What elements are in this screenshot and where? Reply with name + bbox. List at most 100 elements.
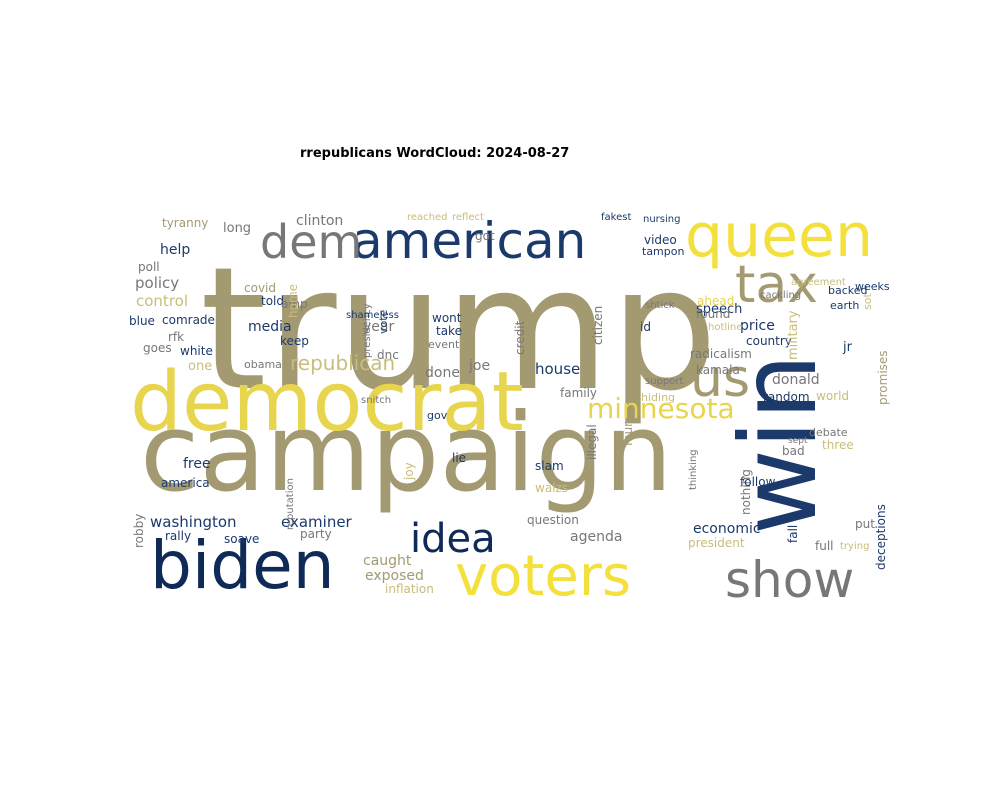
word-ahead: ahead xyxy=(697,294,734,308)
word-done: done xyxy=(425,365,460,381)
word-cackling: cackling xyxy=(760,290,801,301)
word-bad: bad xyxy=(782,444,805,458)
word-jr: jr xyxy=(842,340,853,355)
word-sept: sept xyxy=(788,436,808,446)
word-agenda: agenda xyxy=(570,529,622,545)
word-rally: rally xyxy=(165,529,191,543)
word-campaign: campaign xyxy=(140,391,673,516)
word-america: america xyxy=(161,476,210,490)
word-joy: joy xyxy=(402,462,416,481)
word-soave: soave xyxy=(224,532,259,546)
word-biden: biden xyxy=(150,527,335,604)
word-american: american xyxy=(352,212,586,270)
word-donald: donald xyxy=(772,372,820,388)
word-help: help xyxy=(160,242,190,258)
word-id: id xyxy=(640,320,651,334)
word-random: random xyxy=(763,390,810,404)
word-earth: earth xyxy=(830,299,859,312)
word-tyranny: tyranny xyxy=(162,216,208,230)
word-republican: republican xyxy=(290,351,395,375)
word-exposed: exposed xyxy=(365,568,424,584)
word-four: four xyxy=(621,422,635,446)
word-family: family xyxy=(560,386,597,400)
word-obama: obama xyxy=(244,358,282,371)
word-hiding: hiding xyxy=(641,391,675,404)
word-backed: backed xyxy=(828,284,868,297)
word-weeks: weeks xyxy=(855,280,890,293)
word-nothing: nothing xyxy=(739,469,753,515)
word-dnc: dnc xyxy=(377,348,399,362)
word-presidency: presidency xyxy=(362,303,373,358)
word-follow: follow xyxy=(740,475,776,489)
word-win: win xyxy=(718,353,840,535)
word-trump: trump xyxy=(200,231,718,429)
word-minnesota: minnesota xyxy=(587,392,735,425)
word-found: found xyxy=(696,307,730,321)
word-free: free xyxy=(183,456,211,472)
word-one: one xyxy=(188,359,212,374)
word-voters: voters xyxy=(455,544,631,609)
word-control: control xyxy=(136,292,188,310)
word-poll: poll xyxy=(138,260,160,274)
word-examiner: examiner xyxy=(281,513,353,531)
word-walzs: walzs xyxy=(535,481,568,495)
word-amp: amp xyxy=(281,297,308,311)
word-full: full xyxy=(815,539,834,553)
word-democrat: democrat xyxy=(130,355,524,450)
word-tax: tax xyxy=(735,255,818,315)
word-goes: goes xyxy=(143,341,172,355)
word-idea: idea xyxy=(410,516,496,562)
word-put: put xyxy=(855,517,875,531)
word-comrade: comrade xyxy=(162,313,215,327)
word-shtick: shtick xyxy=(645,300,675,311)
word-party: party xyxy=(300,527,332,541)
word-tampon: tampon xyxy=(642,245,684,258)
word-joe: joe xyxy=(468,358,490,374)
word-trying: trying xyxy=(840,541,869,552)
word-caught: caught xyxy=(363,553,412,569)
word-president: president xyxy=(688,536,745,550)
word-sot: sot xyxy=(861,293,874,310)
word-question: question xyxy=(527,513,579,527)
word-lie: lie xyxy=(452,451,466,465)
word-rfk: rfk xyxy=(168,330,184,344)
word-radicalism: radicalism xyxy=(690,347,752,361)
word-reached: reached xyxy=(407,212,448,223)
word-show: show xyxy=(725,551,854,609)
word-country: country xyxy=(746,334,792,348)
word-keep: keep xyxy=(280,334,309,348)
word-home: home xyxy=(286,284,300,318)
word-video: video xyxy=(644,233,677,247)
word-economic: economic xyxy=(693,521,761,537)
word-fakest: fakest xyxy=(601,212,631,223)
word-wont: wont xyxy=(432,311,462,325)
word-military: military xyxy=(786,310,801,360)
word-nursing: nursing xyxy=(643,214,680,225)
word-policy: policy xyxy=(135,274,179,292)
word-promises: promises xyxy=(876,350,890,405)
word-white: white xyxy=(180,344,213,358)
word-price: price xyxy=(740,318,775,334)
word-robby: robby xyxy=(132,514,146,548)
word-dem: dem xyxy=(260,215,362,269)
word-reputation: reputation xyxy=(285,478,296,530)
word-covid: covid xyxy=(244,281,276,295)
word-speech: speech xyxy=(696,302,742,317)
word-gov: gov xyxy=(427,409,448,422)
word-kamala: kamala xyxy=(696,363,740,377)
word-illegal: illegal xyxy=(585,424,599,460)
word-citizen: citizen xyxy=(591,306,605,345)
word-blue: blue xyxy=(129,314,155,328)
chart-title: rrepublicans WordCloud: 2024-08-27 xyxy=(300,146,570,161)
word-long: long xyxy=(223,221,251,236)
word-washington: washington xyxy=(150,513,237,531)
word-queen: queen xyxy=(685,201,873,271)
word-clinton: clinton xyxy=(296,213,343,229)
word-media: media xyxy=(248,319,292,335)
word-us: us xyxy=(690,349,750,409)
word-deceptions: deceptions xyxy=(874,504,888,570)
word-support: support xyxy=(645,376,683,387)
word-told: told xyxy=(261,294,284,308)
word-inflation: inflation xyxy=(385,582,434,596)
